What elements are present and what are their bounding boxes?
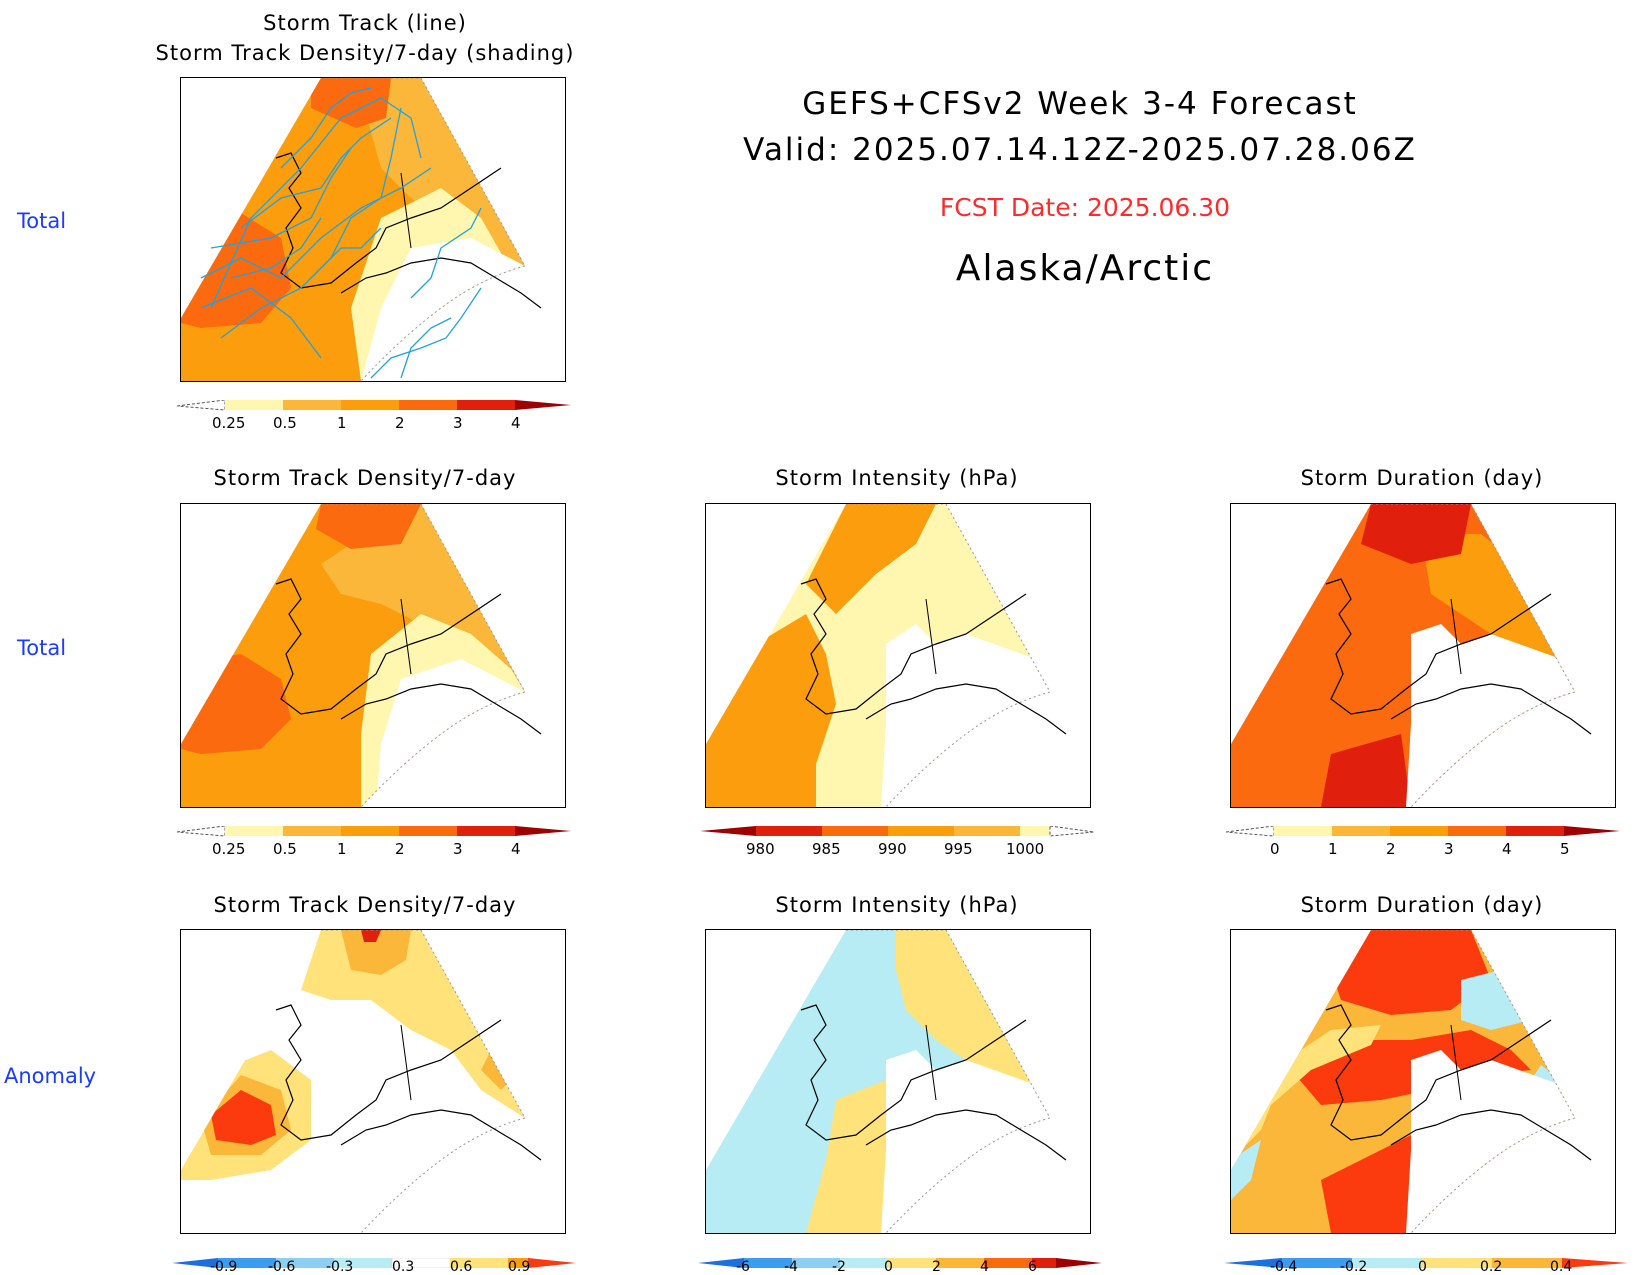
map-panel-duration-anom [1230, 929, 1616, 1234]
map-panel-density-total [180, 503, 566, 808]
forecast-title-line1: GEFS+CFSv2 Week 3-4 Forecast [802, 86, 1358, 122]
panel-duration-total-title: Storm Duration (day) [1300, 466, 1544, 490]
cbar-label: 0 [1418, 1259, 1427, 1275]
panel-duration-anom-title: Storm Duration (day) [1300, 893, 1544, 917]
map-panel-duration-total [1230, 503, 1616, 808]
cbar-label: 0.25 [212, 414, 246, 432]
map-panel-density-anom [180, 929, 566, 1234]
forecast-valid-line: Valid: 2025.07.14.12Z-2025.07.28.06Z [743, 132, 1417, 168]
region-title: Alaska/Arctic [955, 248, 1215, 289]
colorbar-density-track: 0.25 0.5 1 2 3 4 [175, 399, 575, 434]
cbar-label: -0.3 [326, 1259, 354, 1275]
colorbar-duration-anom: -0.4 -0.2 0 0.2 0.4 [1222, 1253, 1632, 1275]
cbar-label: 2 [395, 840, 405, 858]
cbar-label: -4 [784, 1259, 798, 1275]
colorbar-intensity-total: 980 985 990 995 1000 [698, 825, 1098, 860]
cbar-label: -0.4 [1270, 1259, 1298, 1275]
cbar-label: 3 [1444, 840, 1454, 858]
colorbar-density-total: 0.25 0.5 1 2 3 4 [175, 825, 575, 860]
cbar-label: 985 [812, 840, 841, 858]
cbar-label: 2 [932, 1259, 941, 1275]
cbar-label: 995 [944, 840, 973, 858]
cbar-label: 0.3 [392, 1259, 415, 1275]
cbar-label: 4 [1502, 840, 1512, 858]
cbar-label: 0.9 [508, 1259, 531, 1275]
map-panel-intensity-total [705, 503, 1091, 808]
cbar-label: 1 [1328, 840, 1338, 858]
row-label-total-1: Total [17, 209, 67, 233]
cbar-label: 0 [1270, 840, 1280, 858]
colorbar-duration-total: 0 1 2 3 4 5 [1224, 825, 1624, 860]
cbar-label: 0.5 [273, 840, 297, 858]
cbar-label: 0.2 [1480, 1259, 1503, 1275]
colorbar-density-anom: -0.9 -0.6 -0.3 0.3 0.6 0.9 [170, 1253, 580, 1275]
cbar-label: 4 [511, 840, 521, 858]
panel-intensity-total-title: Storm Intensity (hPa) [775, 466, 1019, 490]
cbar-label: 990 [878, 840, 907, 858]
forecast-date: FCST Date: 2025.06.30 [939, 193, 1231, 222]
cbar-label: -0.2 [1340, 1259, 1368, 1275]
cbar-label: -0.6 [268, 1259, 296, 1275]
cbar-label: 3 [453, 840, 463, 858]
cbar-label: 4 [980, 1259, 989, 1275]
cbar-label: 2 [395, 414, 405, 432]
cbar-label: 5 [1560, 840, 1570, 858]
panel-track-title-line1: Storm Track (line) [263, 11, 467, 35]
cbar-label: 0.4 [1550, 1259, 1573, 1275]
cbar-label: -2 [832, 1259, 846, 1275]
cbar-label: 4 [511, 414, 521, 432]
map-panel-track [180, 77, 566, 382]
cbar-label: 0.25 [212, 840, 246, 858]
panel-intensity-anom-title: Storm Intensity (hPa) [775, 893, 1019, 917]
panel-density-anom-title: Storm Track Density/7-day [213, 893, 517, 917]
cbar-label: 0.5 [273, 414, 297, 432]
row-label-anomaly: Anomaly [4, 1064, 97, 1088]
cbar-label: -0.9 [210, 1259, 238, 1275]
cbar-label: -6 [736, 1259, 750, 1275]
map-panel-intensity-anom [705, 929, 1091, 1234]
cbar-label: 1 [337, 840, 347, 858]
panel-track-title-line2: Storm Track Density/7-day (shading) [155, 41, 575, 65]
colorbar-intensity-anom: -6 -4 -2 0 2 4 6 [696, 1253, 1106, 1275]
cbar-label: 3 [453, 414, 463, 432]
cbar-label: 0 [884, 1259, 893, 1275]
cbar-label: 1 [337, 414, 347, 432]
cbar-label: 2 [1386, 840, 1396, 858]
cbar-label: 6 [1028, 1259, 1037, 1275]
cbar-label: 0.6 [450, 1259, 473, 1275]
cbar-label: 980 [746, 840, 775, 858]
cbar-label: 1000 [1006, 840, 1045, 858]
row-label-total-2: Total [17, 636, 67, 660]
panel-density-total-title: Storm Track Density/7-day [213, 466, 517, 490]
